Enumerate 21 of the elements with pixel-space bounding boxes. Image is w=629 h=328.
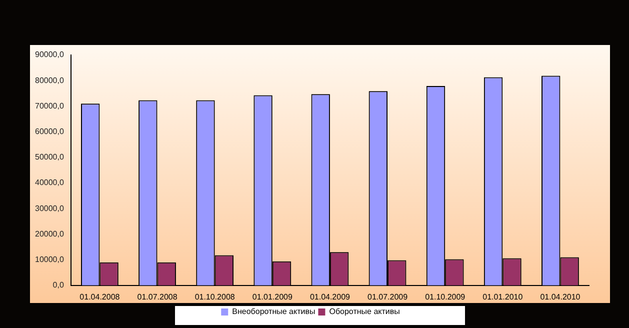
legend-label: Оборотные активы [329, 307, 400, 316]
y-tick-label: 70000,0 [34, 101, 64, 110]
x-tick-label: 01.07.2008 [137, 292, 178, 302]
y-tick-label: 90000,0 [34, 50, 64, 60]
x-tick-label: 01.04.2010 [540, 292, 581, 302]
x-tick-label: 01.01.2010 [482, 292, 524, 302]
y-tick-label: 10000,0 [34, 255, 64, 264]
y-tick-label: 30000,0 [34, 204, 64, 213]
x-tick-label: 01.07.2009 [368, 292, 408, 302]
x-tick-label: 01.04.2009 [310, 292, 351, 302]
legend-label: Внеоборотные активы [232, 307, 316, 316]
x-tick-label: 01.04.2008 [80, 292, 120, 302]
y-tick-label: 20000,0 [34, 229, 64, 238]
x-tick-label: 01.10.2009 [425, 292, 466, 302]
y-tick-label: 40000,0 [34, 178, 64, 188]
x-tick-label: 01.10.2008 [194, 292, 236, 302]
x-tick-label: 01.01.2009 [252, 292, 293, 302]
y-tick-label: 60000,0 [34, 127, 64, 136]
y-tick-label: 0,0 [52, 280, 64, 290]
y-tick-label: 50000,0 [34, 152, 64, 162]
y-tick-label: 80000,0 [34, 76, 64, 85]
